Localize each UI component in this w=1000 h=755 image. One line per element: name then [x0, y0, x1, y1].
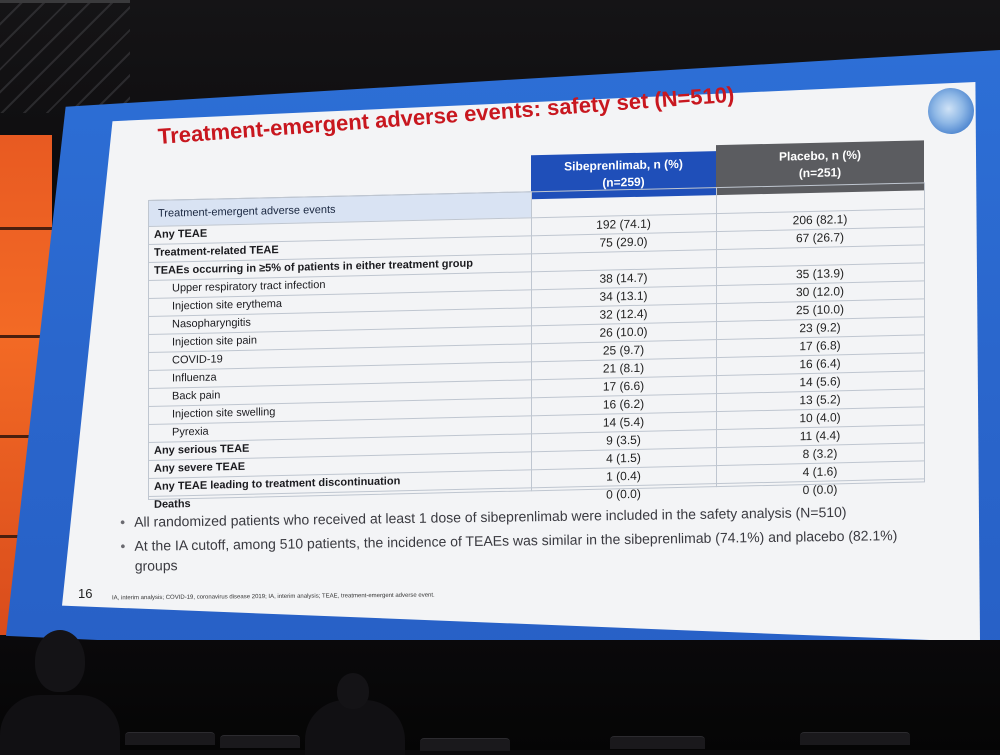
sibeprenlimab-value: 17 (6.6) — [602, 378, 645, 394]
row-label: Treatment-related TEAE — [154, 244, 279, 259]
sibeprenlimab-value: 4 (1.5) — [606, 450, 641, 466]
placebo-value: 0 (0.0) — [802, 482, 838, 498]
lighting-truss — [0, 0, 130, 113]
sibeprenlimab-value: 9 (3.5) — [606, 432, 641, 448]
audience-area — [0, 630, 1000, 755]
led-wall-seam — [0, 435, 52, 438]
audience-member — [0, 695, 120, 755]
bullet-item: At the IA cutoff, among 510 patients, th… — [120, 525, 920, 576]
row-label: Injection site swelling — [172, 406, 276, 421]
row-label: Influenza — [172, 371, 217, 385]
sibeprenlimab-value — [531, 251, 716, 255]
table-rows: Any TEAE 192 (74.1) 206 (82.1) Treatment-re… — [148, 208, 924, 514]
sibeprenlimab-value: 75 (29.0) — [599, 234, 648, 250]
sibeprenlimab-value: 192 (74.1) — [596, 216, 651, 232]
sibeprenlimab-value: 21 (8.1) — [602, 360, 645, 376]
row-label: Any TEAE — [154, 227, 208, 241]
sibeprenlimab-value: 25 (9.7) — [602, 342, 645, 358]
row-label: Deaths — [154, 498, 191, 511]
audience-head — [337, 673, 369, 709]
audience-head — [35, 630, 85, 692]
audience-member — [305, 700, 405, 755]
led-wall-seam — [0, 335, 52, 338]
row-label: Back pain — [172, 389, 221, 403]
row-label: COVID-19 — [172, 353, 223, 367]
sibeprenlimab-value: 26 (10.0) — [599, 324, 648, 340]
seat-back — [125, 732, 215, 745]
row-label: Injection site erythema — [172, 297, 283, 313]
seat-back — [800, 732, 910, 745]
page-number: 16 — [78, 586, 93, 601]
row-label: Nasopharyngitis — [172, 316, 251, 331]
sibeprenlimab-value: 14 (5.4) — [602, 414, 645, 430]
summary-bullets: All randomized patients who received at … — [120, 501, 921, 580]
led-wall-seam — [0, 227, 52, 230]
row-label: Upper respiratory tract infection — [172, 278, 326, 295]
sibeprenlimab-value: 16 (6.2) — [602, 396, 645, 412]
seat-back — [420, 738, 510, 751]
teae-table: Sibeprenlimab, n (%) (n=259) Placebo, n … — [148, 130, 925, 514]
sibeprenlimab-value: 1 (0.4) — [606, 468, 641, 484]
table-body: Sibeprenlimab, n (%) (n=259) Placebo, n … — [148, 130, 925, 514]
sibeprenlimab-value: 0 (0.0) — [606, 486, 641, 502]
row-label: Pyrexia — [172, 425, 209, 439]
row-label: Any serious TEAE — [154, 442, 250, 457]
row-label: Any severe TEAE — [154, 460, 246, 475]
placebo-header-n: (n=251) — [798, 165, 842, 181]
seat-back — [220, 735, 300, 748]
row-label: Injection site pain — [172, 334, 257, 349]
sibeprenlimab-value: 34 (13.1) — [599, 288, 648, 304]
seat-back — [610, 736, 705, 749]
sibeprenlimab-value: 38 (14.7) — [599, 270, 648, 286]
sibeprenlimab-value: 32 (12.4) — [599, 306, 648, 322]
